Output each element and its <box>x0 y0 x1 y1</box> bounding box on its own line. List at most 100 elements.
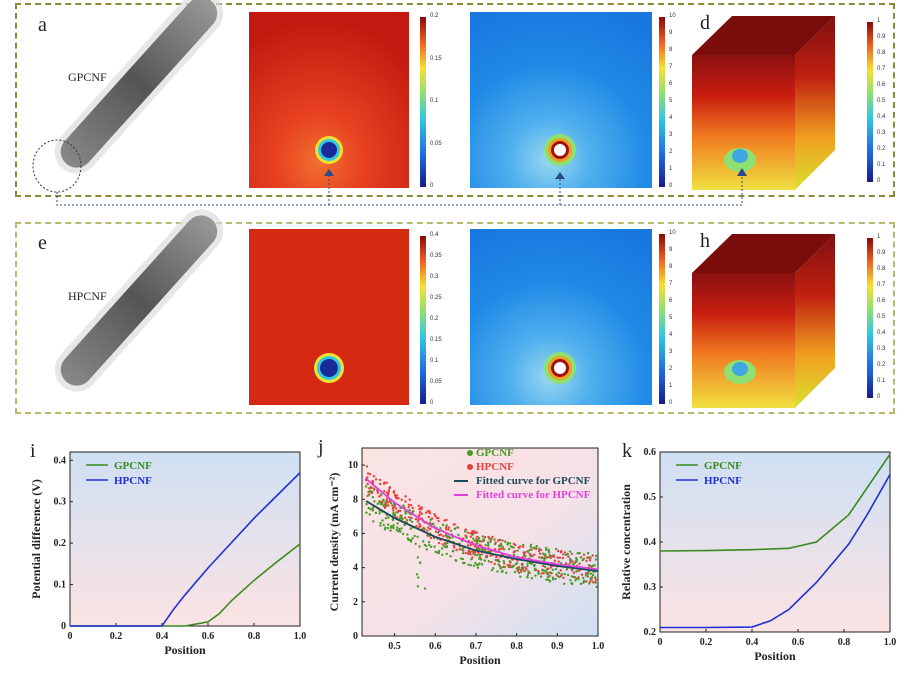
scatter-point-gpcnf <box>586 572 590 576</box>
y-axis-label-j: Current density (mA cm⁻²) <box>327 473 341 612</box>
scatter-point-gpcnf <box>444 534 448 537</box>
scatter-point-hpcnf <box>458 548 461 551</box>
scatter-point-gpcnf <box>449 529 453 533</box>
scatter-point-hpcnf <box>469 531 472 535</box>
scatter-point-gpcnf <box>549 571 552 574</box>
scatter-point-hpcnf <box>428 527 432 531</box>
scatter-point-hpcnf <box>452 523 455 526</box>
colorbar-d-tick: 0.6 <box>877 82 886 88</box>
scatter-point-gpcnf <box>493 538 496 541</box>
scatter-point-gpcnf <box>551 576 555 579</box>
legend-marker <box>467 450 473 456</box>
x-tick-label-k: 0 <box>658 637 663 648</box>
scatter-point-gpcnf <box>582 576 585 580</box>
fitted-curve-gpcnf <box>365 500 599 572</box>
scatter-point-hpcnf <box>464 534 467 537</box>
scatter-point-gpcnf <box>515 561 519 565</box>
scatter-point-hpcnf <box>408 516 411 519</box>
scatter-point-gpcnf <box>411 510 414 513</box>
scatter-point-gpcnf <box>505 571 508 575</box>
x-tick-label-j: 0.6 <box>429 641 442 652</box>
scatter-point-hpcnf <box>483 535 487 539</box>
scatter-point-hpcnf <box>452 544 455 547</box>
scatter-point-hpcnf <box>501 539 504 542</box>
scatter-point-hpcnf <box>419 506 422 510</box>
scatter-point-gpcnf <box>461 551 465 555</box>
scatter-point-gpcnf <box>395 528 398 532</box>
colorbar-d-tick: 0.5 <box>877 98 886 104</box>
y-tick-label-j: 8 <box>353 494 358 505</box>
scatter-point-gpcnf <box>521 563 524 567</box>
scatter-point-gpcnf <box>479 558 483 561</box>
scatter-point-hpcnf <box>513 549 517 553</box>
scatter-point-gpcnf <box>481 535 485 538</box>
scatter-point-gpcnf <box>516 549 519 552</box>
scatter-point-gpcnf <box>473 539 476 542</box>
scatter-point-hpcnf <box>376 491 380 494</box>
scatter-point-hpcnf <box>501 565 505 569</box>
scatter-point-gpcnf <box>523 569 526 573</box>
scatter-point-hpcnf <box>556 556 559 559</box>
scatter-point-hpcnf <box>464 551 467 555</box>
scatter-point-hpcnf <box>409 504 413 507</box>
scatter-point-gpcnf <box>482 538 486 541</box>
scatter-point-gpcnf <box>546 568 549 571</box>
scatter-point-gpcnf <box>439 527 442 530</box>
colorbar-g-tick: 4 <box>669 332 673 338</box>
scatter-point-gpcnf <box>496 570 499 573</box>
scatter-point-gpcnf <box>519 575 522 578</box>
scatter-point-hpcnf <box>447 526 451 529</box>
scatter-point-gpcnf <box>402 504 405 507</box>
scatter-point-gpcnf <box>576 552 579 555</box>
x-tick-label-j: 0.7 <box>470 641 483 652</box>
scatter-point-gpcnf <box>541 569 545 572</box>
colorbar-h-tick: 0 <box>877 394 881 400</box>
colorbar-b-tick: 0 <box>430 183 434 189</box>
scatter-point-gpcnf <box>568 550 572 553</box>
scatter-point-gpcnf <box>500 543 503 547</box>
colorbar-g-tick: 6 <box>669 298 673 304</box>
scatter-point-hpcnf <box>365 465 369 468</box>
scatter-point-gpcnf <box>393 504 397 507</box>
scatter-point-gpcnf <box>446 535 450 538</box>
scatter-point-gpcnf <box>471 537 475 540</box>
scatter-point-hpcnf <box>585 559 588 563</box>
colorbar-b-tick: 0.05 <box>430 140 442 147</box>
scatter-point-gpcnf <box>545 578 548 581</box>
scatter-point-gpcnf <box>401 532 405 536</box>
scatter-point-gpcnf <box>485 555 488 559</box>
scatter-point-gpcnf <box>396 526 399 529</box>
scatter-point-gpcnf <box>418 545 421 548</box>
colorbar-h-tick: 0.1 <box>877 378 886 384</box>
scatter-point-gpcnf <box>499 567 502 570</box>
scatter-point-gpcnf <box>591 564 595 567</box>
scatter-point-gpcnf <box>444 542 447 546</box>
scatter-point-gpcnf <box>582 557 586 560</box>
colorbar-d-tick: 0.8 <box>877 50 886 56</box>
x-tick-label-i: 0 <box>68 631 73 642</box>
scatter-point-gpcnf <box>381 502 384 506</box>
scatter-point-hpcnf <box>428 510 431 513</box>
y-tick-label-i: 0 <box>61 621 66 632</box>
y-tick-label-i: 0.1 <box>54 580 67 591</box>
concentration-cube-h <box>692 234 835 408</box>
connector-lines <box>56 172 743 206</box>
scatter-point-gpcnf <box>482 539 486 543</box>
scatter-point-hpcnf <box>557 549 560 553</box>
scatter-point-gpcnf <box>487 560 491 563</box>
scatter-point-gpcnf <box>403 523 406 527</box>
scatter-point-gpcnf <box>537 547 541 550</box>
scatter-point-hpcnf <box>585 572 588 575</box>
colorbar-g-tick: 0 <box>669 400 673 406</box>
scatter-point-hpcnf <box>467 552 470 555</box>
scatter-point-hpcnf <box>520 570 523 573</box>
scatter-point-gpcnf <box>449 555 452 558</box>
scatter-point-hpcnf <box>383 490 386 493</box>
scatter-point-gpcnf <box>427 541 431 544</box>
scatter-point-hpcnf <box>469 535 472 538</box>
scatter-point-gpcnf <box>543 565 547 569</box>
scatter-point-gpcnf <box>392 524 395 527</box>
scatter-point-gpcnf <box>503 540 507 543</box>
scatter-point-gpcnf <box>416 556 420 559</box>
scatter-point-gpcnf <box>425 548 429 551</box>
